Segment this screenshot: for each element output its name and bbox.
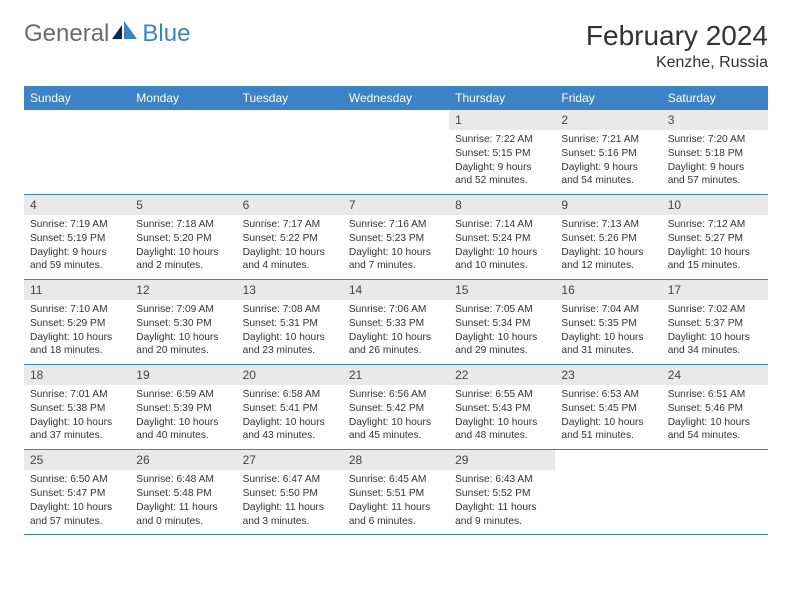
day-number-cell: 6 (237, 195, 343, 216)
day-number-cell: 10 (662, 195, 768, 216)
weekday-header: Tuesday (237, 86, 343, 110)
day-number-cell: 18 (24, 365, 130, 386)
weekday-header: Monday (130, 86, 236, 110)
day-detail-cell: Sunrise: 6:55 AMSunset: 5:43 PMDaylight:… (449, 385, 555, 450)
day-detail-cell (130, 130, 236, 195)
day-number-cell: 19 (130, 365, 236, 386)
day-number-cell: 20 (237, 365, 343, 386)
day-detail-cell: Sunrise: 6:51 AMSunset: 5:46 PMDaylight:… (662, 385, 768, 450)
day-number-cell: 28 (343, 450, 449, 471)
weekday-header: Thursday (449, 86, 555, 110)
day-number-cell: 2 (555, 110, 661, 130)
day-detail-cell (237, 130, 343, 195)
day-detail-cell: Sunrise: 6:43 AMSunset: 5:52 PMDaylight:… (449, 470, 555, 535)
day-detail-row: Sunrise: 7:10 AMSunset: 5:29 PMDaylight:… (24, 300, 768, 365)
day-detail-cell: Sunrise: 7:22 AMSunset: 5:15 PMDaylight:… (449, 130, 555, 195)
weekday-header-row: SundayMondayTuesdayWednesdayThursdayFrid… (24, 86, 768, 110)
day-number-cell: 11 (24, 280, 130, 301)
day-detail-cell (24, 130, 130, 195)
day-number-row: 11121314151617 (24, 280, 768, 301)
day-number-cell: 23 (555, 365, 661, 386)
day-detail-cell: Sunrise: 6:48 AMSunset: 5:48 PMDaylight:… (130, 470, 236, 535)
day-number-cell: 25 (24, 450, 130, 471)
day-detail-cell: Sunrise: 7:21 AMSunset: 5:16 PMDaylight:… (555, 130, 661, 195)
day-detail-row: Sunrise: 7:01 AMSunset: 5:38 PMDaylight:… (24, 385, 768, 450)
day-detail-cell: Sunrise: 7:02 AMSunset: 5:37 PMDaylight:… (662, 300, 768, 365)
day-number-row: 2526272829 (24, 450, 768, 471)
day-detail-cell: Sunrise: 7:01 AMSunset: 5:38 PMDaylight:… (24, 385, 130, 450)
day-detail-cell: Sunrise: 7:16 AMSunset: 5:23 PMDaylight:… (343, 215, 449, 280)
month-title: February 2024 (586, 20, 768, 52)
day-number-cell: 7 (343, 195, 449, 216)
weekday-header: Wednesday (343, 86, 449, 110)
day-detail-cell: Sunrise: 7:17 AMSunset: 5:22 PMDaylight:… (237, 215, 343, 280)
logo-text-1: General (24, 20, 109, 48)
logo-sails-icon (112, 20, 138, 48)
day-number-cell: 9 (555, 195, 661, 216)
day-detail-cell: Sunrise: 7:05 AMSunset: 5:34 PMDaylight:… (449, 300, 555, 365)
day-number-cell: 1 (449, 110, 555, 130)
day-number-cell: 24 (662, 365, 768, 386)
day-number-cell (130, 110, 236, 130)
logo: General Blue (24, 20, 190, 48)
day-detail-cell: Sunrise: 7:12 AMSunset: 5:27 PMDaylight:… (662, 215, 768, 280)
day-number-cell: 8 (449, 195, 555, 216)
calendar-body: 123Sunrise: 7:22 AMSunset: 5:15 PMDaylig… (24, 110, 768, 535)
day-detail-row: Sunrise: 7:19 AMSunset: 5:19 PMDaylight:… (24, 215, 768, 280)
day-number-cell (343, 110, 449, 130)
day-detail-cell (343, 130, 449, 195)
day-detail-cell: Sunrise: 6:59 AMSunset: 5:39 PMDaylight:… (130, 385, 236, 450)
page-header: General Blue February 2024 Kenzhe, Russi… (24, 20, 768, 72)
day-detail-cell: Sunrise: 6:47 AMSunset: 5:50 PMDaylight:… (237, 470, 343, 535)
day-detail-row: Sunrise: 7:22 AMSunset: 5:15 PMDaylight:… (24, 130, 768, 195)
day-number-cell: 17 (662, 280, 768, 301)
location-label: Kenzhe, Russia (586, 54, 768, 72)
day-number-cell: 5 (130, 195, 236, 216)
day-detail-cell: Sunrise: 7:10 AMSunset: 5:29 PMDaylight:… (24, 300, 130, 365)
day-number-cell (237, 110, 343, 130)
day-number-row: 18192021222324 (24, 365, 768, 386)
day-number-cell (662, 450, 768, 471)
day-number-cell: 21 (343, 365, 449, 386)
weekday-header: Friday (555, 86, 661, 110)
day-number-cell: 3 (662, 110, 768, 130)
day-number-cell: 15 (449, 280, 555, 301)
day-number-cell: 12 (130, 280, 236, 301)
day-detail-cell: Sunrise: 7:19 AMSunset: 5:19 PMDaylight:… (24, 215, 130, 280)
day-detail-cell: Sunrise: 6:58 AMSunset: 5:41 PMDaylight:… (237, 385, 343, 450)
day-detail-cell: Sunrise: 7:18 AMSunset: 5:20 PMDaylight:… (130, 215, 236, 280)
day-number-cell: 26 (130, 450, 236, 471)
day-detail-cell: Sunrise: 6:50 AMSunset: 5:47 PMDaylight:… (24, 470, 130, 535)
day-detail-cell: Sunrise: 7:14 AMSunset: 5:24 PMDaylight:… (449, 215, 555, 280)
day-number-cell: 4 (24, 195, 130, 216)
title-block: February 2024 Kenzhe, Russia (586, 20, 768, 72)
day-detail-cell: Sunrise: 7:04 AMSunset: 5:35 PMDaylight:… (555, 300, 661, 365)
day-detail-cell: Sunrise: 6:56 AMSunset: 5:42 PMDaylight:… (343, 385, 449, 450)
calendar-table: SundayMondayTuesdayWednesdayThursdayFrid… (24, 86, 768, 535)
day-number-row: 45678910 (24, 195, 768, 216)
day-detail-cell: Sunrise: 7:06 AMSunset: 5:33 PMDaylight:… (343, 300, 449, 365)
day-detail-row: Sunrise: 6:50 AMSunset: 5:47 PMDaylight:… (24, 470, 768, 535)
day-number-cell: 29 (449, 450, 555, 471)
weekday-header: Saturday (662, 86, 768, 110)
day-number-cell (555, 450, 661, 471)
day-detail-cell: Sunrise: 6:53 AMSunset: 5:45 PMDaylight:… (555, 385, 661, 450)
weekday-header: Sunday (24, 86, 130, 110)
day-number-cell: 22 (449, 365, 555, 386)
day-number-cell: 13 (237, 280, 343, 301)
day-detail-cell (662, 470, 768, 535)
day-number-cell: 14 (343, 280, 449, 301)
day-number-cell (24, 110, 130, 130)
day-detail-cell: Sunrise: 7:13 AMSunset: 5:26 PMDaylight:… (555, 215, 661, 280)
day-detail-cell: Sunrise: 7:20 AMSunset: 5:18 PMDaylight:… (662, 130, 768, 195)
day-detail-cell: Sunrise: 7:09 AMSunset: 5:30 PMDaylight:… (130, 300, 236, 365)
day-detail-cell: Sunrise: 7:08 AMSunset: 5:31 PMDaylight:… (237, 300, 343, 365)
day-number-cell: 27 (237, 450, 343, 471)
logo-text-2: Blue (142, 20, 190, 48)
day-detail-cell (555, 470, 661, 535)
day-number-row: 123 (24, 110, 768, 130)
day-number-cell: 16 (555, 280, 661, 301)
day-detail-cell: Sunrise: 6:45 AMSunset: 5:51 PMDaylight:… (343, 470, 449, 535)
